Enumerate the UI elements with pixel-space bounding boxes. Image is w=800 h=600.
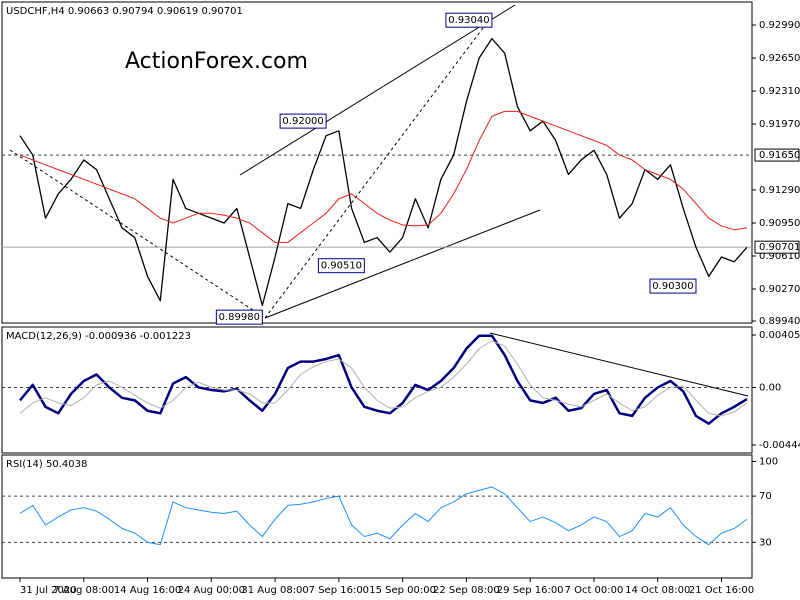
- annotation-box: [649, 278, 697, 294]
- series-line: [19, 486, 748, 546]
- series-line: [19, 37, 748, 307]
- panel-frame: [1, 1, 753, 324]
- x-tick-label: 22 Sep 08:00: [433, 585, 500, 596]
- annotation-box: [215, 309, 263, 325]
- trend-line: [239, 4, 516, 176]
- annotation-label: 0.92000: [282, 116, 323, 127]
- x-tick-label: 7 Sep 16:00: [309, 585, 369, 596]
- x-tick-label: 31 Aug 08:00: [241, 585, 308, 596]
- level-label: 0.90701: [759, 242, 800, 253]
- x-tick-label: 29 Sep 16:00: [497, 585, 564, 596]
- x-tick-label: 31 Jul 2020: [20, 585, 77, 596]
- y-tick-label: 0.92310: [759, 86, 800, 97]
- y-tick-label: 0.92990: [759, 20, 800, 31]
- x-tick-label: 14 Aug 16:00: [114, 585, 181, 596]
- series-line: [19, 334, 748, 425]
- panel-title: USDCHF,H4 0.90663 0.90794 0.90619 0.9070…: [6, 6, 243, 17]
- annotation-label: 0.90510: [321, 261, 362, 272]
- y-tick-label: 0.00: [759, 382, 781, 393]
- panel-title: RSI(14) 50.4038: [6, 459, 87, 470]
- y-tick-label: 0.90950: [759, 218, 800, 229]
- y-tick-label: 100: [759, 456, 778, 467]
- panel-frame: [1, 326, 753, 454]
- y-tick-label: 0.91970: [759, 119, 800, 130]
- annotation-label: 0.89980: [219, 312, 260, 323]
- trend-line: [264, 15, 493, 319]
- y-tick-label: 0.004053: [759, 330, 800, 341]
- annotation-label: 0.90300: [652, 281, 693, 292]
- trend-line: [9, 149, 266, 319]
- x-tick-label: 7 Aug 08:00: [53, 585, 114, 596]
- level-label-box: [754, 240, 800, 254]
- level-label-box: [754, 148, 800, 162]
- annotation-box: [279, 113, 327, 129]
- x-tick-label: 24 Aug 00:00: [178, 585, 245, 596]
- x-tick-label: 14 Oct 08:00: [625, 585, 690, 596]
- trend-line: [264, 209, 541, 319]
- trend-line: [489, 332, 749, 397]
- series-line: [19, 340, 748, 417]
- x-tick-label: 7 Oct 00:00: [565, 585, 624, 596]
- y-tick-label: 0.91290: [759, 185, 800, 196]
- y-tick-label: 0.90270: [759, 284, 800, 295]
- y-tick-label: 70: [759, 491, 772, 502]
- x-tick-label: 21 Oct 16:00: [689, 585, 754, 596]
- series-line: [19, 110, 748, 243]
- watermark: ActionForex.com: [125, 49, 308, 74]
- y-tick-label: 0.89940: [759, 316, 800, 327]
- annotation-box: [445, 12, 493, 28]
- y-tick-label: 30: [759, 537, 772, 548]
- x-tick-label: 15 Sep 00:00: [369, 585, 436, 596]
- annotation-box: [317, 258, 365, 274]
- panel-frame: [1, 454, 753, 579]
- panel-title: MACD(12,26,9) -0.000936 -0.001223: [6, 331, 191, 342]
- annotation-label: 0.93040: [448, 15, 489, 26]
- level-label: 0.91650: [759, 150, 800, 161]
- y-tick-label: 0.90610: [759, 251, 800, 262]
- y-tick-label: 0.92650: [759, 53, 800, 64]
- y-tick-label: -0.004449: [759, 440, 800, 451]
